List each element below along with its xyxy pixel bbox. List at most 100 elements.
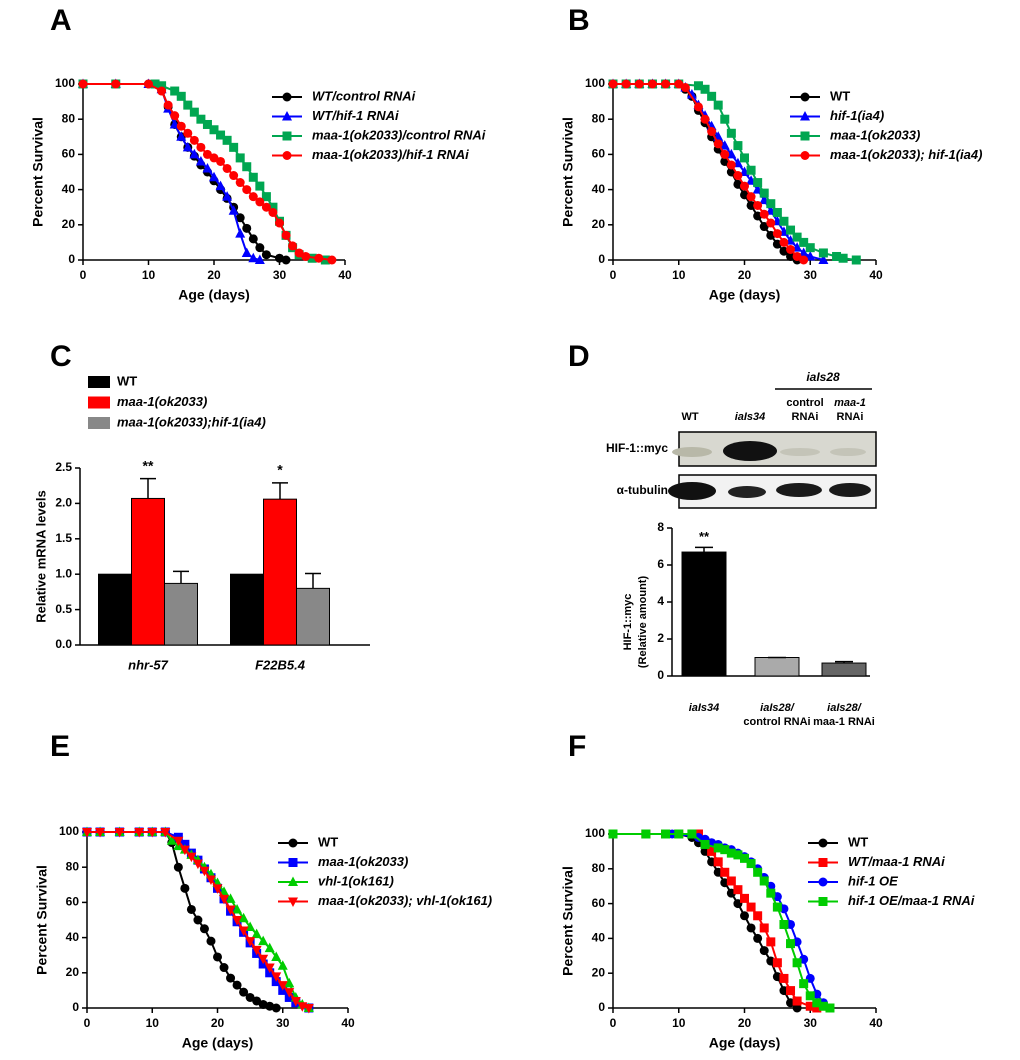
x-axis-label: Age (days) bbox=[709, 1035, 781, 1051]
marker bbox=[229, 171, 239, 181]
marker bbox=[277, 981, 288, 991]
marker bbox=[680, 83, 690, 93]
marker bbox=[271, 1003, 281, 1013]
y-tick-label: 2 bbox=[657, 631, 664, 645]
legend-marker bbox=[800, 131, 810, 141]
y-tick-label: 80 bbox=[592, 861, 606, 875]
marker bbox=[134, 828, 145, 838]
marker bbox=[759, 188, 769, 198]
legend-marker bbox=[800, 111, 810, 121]
marker bbox=[183, 100, 193, 110]
marker bbox=[170, 86, 180, 96]
marker bbox=[812, 998, 822, 1008]
y-tick-label: 40 bbox=[592, 931, 606, 945]
y-tick-label: 40 bbox=[62, 182, 76, 196]
legend-marker bbox=[800, 92, 810, 102]
blot-band bbox=[829, 483, 871, 497]
marker bbox=[199, 924, 209, 934]
x-tick-label: 10 bbox=[146, 1016, 160, 1030]
marker bbox=[186, 852, 197, 863]
legend-label: WT bbox=[318, 834, 338, 849]
marker bbox=[720, 845, 730, 855]
marker bbox=[733, 141, 743, 151]
bar bbox=[296, 587, 330, 646]
marker bbox=[268, 202, 278, 212]
marker bbox=[753, 867, 763, 877]
marker bbox=[753, 911, 763, 921]
marker bbox=[707, 91, 717, 101]
x-tick-label: 40 bbox=[869, 1016, 883, 1030]
legend-label: WT/hif-1 RNAi bbox=[312, 108, 399, 123]
legend-marker bbox=[818, 858, 828, 867]
y-tick-label: 0.0 bbox=[55, 637, 72, 651]
y-tick-label: 60 bbox=[62, 147, 76, 161]
panel-label: A bbox=[50, 4, 72, 37]
blot-band bbox=[728, 486, 766, 498]
marker bbox=[271, 951, 282, 961]
marker bbox=[222, 191, 233, 201]
y-tick-label: 100 bbox=[59, 824, 79, 838]
x-tick-label: control RNAi bbox=[743, 716, 810, 728]
blot-lane-label: RNAi bbox=[792, 411, 819, 423]
marker bbox=[179, 845, 190, 856]
y-tick-label: 60 bbox=[592, 147, 606, 161]
panel-label: E bbox=[50, 730, 70, 763]
legend-marker bbox=[288, 858, 298, 867]
marker bbox=[713, 857, 723, 867]
survival-line bbox=[83, 83, 333, 261]
legend-label: maa-1(ok2033) bbox=[117, 394, 207, 409]
marker bbox=[740, 911, 749, 921]
marker bbox=[753, 178, 763, 188]
marker bbox=[245, 921, 256, 932]
y-tick-label: 80 bbox=[62, 111, 76, 125]
marker bbox=[766, 888, 776, 898]
marker bbox=[799, 237, 809, 247]
marker bbox=[199, 866, 210, 877]
marker bbox=[176, 121, 186, 131]
blot-row-label: HIF-1::myc bbox=[606, 441, 668, 455]
marker bbox=[818, 248, 828, 258]
error-bar bbox=[305, 572, 321, 589]
marker bbox=[114, 828, 125, 838]
marker bbox=[111, 79, 121, 89]
marker bbox=[661, 829, 671, 839]
marker bbox=[255, 197, 265, 207]
marker bbox=[720, 114, 730, 124]
marker bbox=[254, 254, 265, 264]
panel-label: D bbox=[568, 340, 590, 373]
marker bbox=[719, 140, 730, 150]
marker bbox=[314, 253, 324, 263]
marker bbox=[268, 207, 278, 217]
legend-marker bbox=[282, 151, 292, 160]
marker bbox=[186, 904, 196, 914]
marker bbox=[700, 114, 710, 124]
y-tick-label: 80 bbox=[592, 111, 606, 125]
marker bbox=[183, 128, 193, 138]
panel-label: F bbox=[568, 730, 586, 763]
marker bbox=[779, 973, 789, 983]
blot-band bbox=[780, 448, 820, 456]
marker bbox=[173, 836, 184, 847]
marker bbox=[661, 79, 671, 89]
y-tick-label: 40 bbox=[592, 182, 606, 196]
error-bar bbox=[272, 482, 288, 500]
y-tick-label: 0 bbox=[598, 252, 605, 266]
error-bar bbox=[173, 570, 189, 584]
marker bbox=[799, 255, 809, 265]
x-tick-label: 20 bbox=[211, 1016, 225, 1030]
marker bbox=[180, 883, 190, 893]
x-tick-label: 40 bbox=[341, 1016, 355, 1030]
marker bbox=[235, 213, 245, 223]
marker bbox=[792, 251, 802, 261]
blot-band bbox=[776, 483, 822, 497]
marker bbox=[759, 222, 769, 232]
marker bbox=[818, 1001, 828, 1011]
marker bbox=[232, 903, 243, 914]
marker bbox=[229, 142, 239, 152]
y-tick-label: 4 bbox=[657, 594, 664, 608]
y-tick-label: 0 bbox=[72, 1000, 79, 1014]
bar bbox=[131, 497, 165, 646]
legend-label: hif-1(ia4) bbox=[830, 108, 884, 123]
marker bbox=[832, 251, 842, 261]
